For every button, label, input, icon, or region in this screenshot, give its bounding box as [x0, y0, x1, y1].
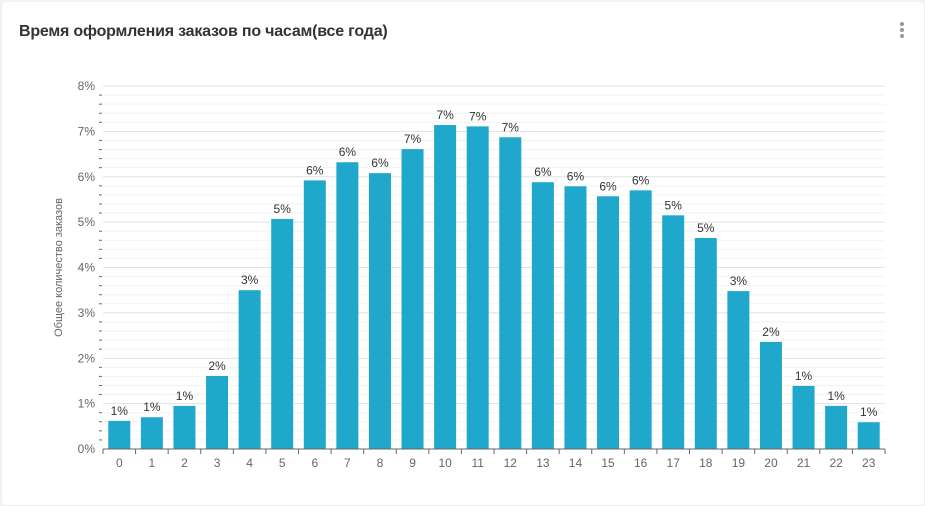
data-label: 6%	[339, 145, 357, 159]
data-label: 5%	[697, 221, 715, 235]
x-tick-label: 15	[601, 456, 615, 470]
y-tick-label: 1%	[78, 397, 96, 411]
bar	[694, 238, 717, 449]
bar	[629, 190, 652, 450]
x-tick-label: 1	[149, 456, 156, 470]
y-tick-label: 8%	[78, 79, 96, 93]
x-tick-label: 2	[181, 456, 188, 470]
bar	[499, 137, 522, 449]
data-label: 5%	[274, 202, 292, 216]
bar	[271, 218, 294, 449]
bar	[108, 420, 131, 449]
bar	[401, 149, 424, 450]
x-tick-label: 9	[409, 456, 416, 470]
x-tick-label: 14	[569, 456, 583, 470]
x-tick-label: 19	[732, 456, 746, 470]
more-vertical-icon[interactable]	[898, 22, 906, 42]
data-label: 1%	[827, 389, 845, 403]
data-label: 1%	[111, 404, 129, 418]
data-label: 3%	[730, 274, 748, 288]
x-tick-label: 23	[862, 456, 876, 470]
data-label: 1%	[860, 405, 878, 419]
data-label: 3%	[241, 273, 259, 287]
bar	[336, 162, 359, 450]
bar	[727, 291, 750, 449]
y-tick-label: 7%	[78, 124, 96, 138]
bar	[531, 182, 554, 449]
bar	[662, 215, 685, 449]
y-axis-label: Общее количество заказов	[53, 198, 65, 337]
x-tick-label: 5	[279, 456, 286, 470]
data-label: 7%	[404, 132, 422, 146]
bar	[564, 186, 587, 449]
data-label: 1%	[176, 389, 194, 403]
data-label: 5%	[665, 198, 683, 212]
data-label: 6%	[632, 173, 650, 187]
data-label: 7%	[436, 108, 454, 122]
data-label: 7%	[469, 109, 487, 123]
bar	[238, 290, 261, 449]
bar	[173, 405, 196, 449]
data-label: 6%	[306, 163, 324, 177]
bar	[857, 422, 880, 449]
data-label: 1%	[143, 400, 161, 414]
x-tick-label: 3	[214, 456, 221, 470]
data-label: 6%	[567, 169, 585, 183]
bar	[368, 173, 391, 449]
y-tick-label: 6%	[78, 170, 96, 184]
bar	[206, 375, 229, 449]
bar	[792, 385, 815, 449]
bar	[466, 126, 489, 449]
x-tick-label: 12	[504, 456, 518, 470]
bar	[597, 196, 620, 449]
y-tick-label: 3%	[78, 306, 96, 320]
bar	[140, 417, 163, 449]
data-label: 6%	[371, 156, 389, 170]
x-tick-label: 4	[246, 456, 253, 470]
x-tick-label: 18	[699, 456, 713, 470]
x-tick-label: 11	[471, 456, 484, 470]
x-tick-label: 20	[764, 456, 778, 470]
data-label: 6%	[599, 179, 617, 193]
bar	[759, 341, 782, 449]
chart-title: Время оформления заказов по часам(все го…	[19, 23, 388, 40]
x-tick-label: 22	[829, 456, 843, 470]
x-tick-label: 21	[797, 456, 811, 470]
x-tick-label: 0	[116, 456, 123, 470]
y-tick-label: 5%	[78, 215, 96, 229]
x-tick-label: 17	[667, 456, 681, 470]
data-label: 7%	[502, 120, 520, 134]
y-tick-label: 4%	[78, 261, 96, 275]
x-tick-label: 8	[377, 456, 384, 470]
bar	[434, 125, 457, 450]
data-label: 6%	[534, 165, 552, 179]
x-tick-label: 6	[311, 456, 318, 470]
y-tick-label: 2%	[78, 351, 96, 365]
x-tick-label: 16	[634, 456, 648, 470]
x-tick-label: 10	[438, 456, 452, 470]
bar	[825, 405, 848, 449]
y-tick-label: 0%	[78, 442, 96, 456]
x-tick-label: 13	[536, 456, 550, 470]
bar	[303, 180, 326, 449]
data-label: 2%	[208, 359, 226, 373]
x-tick-label: 7	[344, 456, 351, 470]
data-label: 2%	[762, 325, 780, 339]
data-label: 1%	[795, 369, 813, 383]
